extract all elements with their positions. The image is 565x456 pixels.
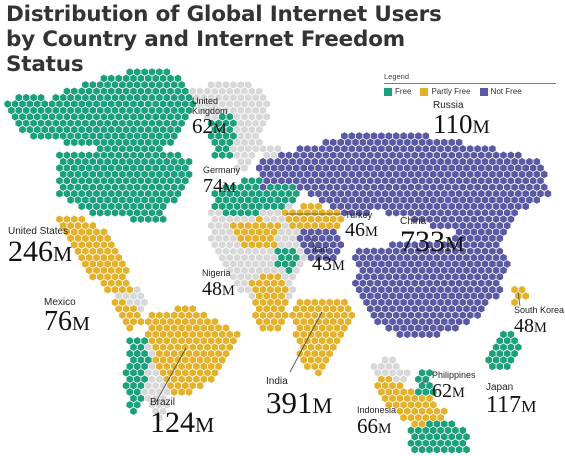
label-iran: Iran 43M (312, 244, 345, 275)
hex-region-iran (296, 227, 345, 263)
label-mexico: Mexico 76M (44, 297, 90, 336)
country-name: Mexico (44, 297, 76, 308)
legend-title: Legend (384, 72, 556, 84)
label-india: India 391M (266, 376, 332, 418)
leader-line-india (289, 311, 323, 373)
hex-cells-north-africa (229, 214, 282, 250)
hex-region-china (351, 233, 512, 339)
hex-region-india (288, 297, 356, 378)
hex-cells-south-africa (251, 297, 290, 333)
legend-label-not-free: Not Free (490, 87, 522, 96)
hex-region-uk (207, 112, 238, 160)
label-south-korea: South Korea 48M (514, 305, 564, 336)
country-name: China (400, 216, 427, 227)
hex-cells-russia (255, 131, 552, 243)
legend-item-not-free: Not Free (479, 87, 522, 96)
legend-swatch-free (384, 87, 392, 96)
country-name: United States (8, 226, 69, 237)
hex-region-united-states (55, 150, 193, 224)
user-count: 117M (486, 392, 537, 418)
country-name: India (266, 376, 288, 387)
hex-cells-south-america-rest (140, 342, 171, 423)
hex-region-canada (18, 67, 197, 160)
country-name: Turkey (345, 210, 373, 220)
country-name: Japan (486, 382, 514, 393)
hex-region-japan (484, 329, 523, 371)
country-name: Iran (312, 244, 328, 254)
country-name: South Korea (514, 305, 565, 315)
hex-cells-china (351, 233, 512, 339)
label-germany: Germany 74M (203, 165, 240, 196)
user-count: 43M (312, 253, 345, 275)
user-count: 733M (400, 225, 465, 258)
country-name: Russia (433, 100, 464, 111)
country-name: Nigeria (202, 268, 231, 278)
label-nigeria: Nigeria 48M (202, 268, 235, 299)
leader-line-iran (307, 233, 319, 253)
hex-region-central-america (111, 297, 145, 333)
chart-title: Distribution of Global Internet Users by… (6, 2, 442, 77)
user-count: 48M (514, 315, 547, 337)
label-philippines: Philippines 62M (432, 370, 476, 401)
hex-cells-alaska (3, 93, 56, 128)
hex-cells-iran (296, 227, 345, 263)
hex-cells-south-korea (510, 285, 530, 307)
country-name: Germany (203, 165, 241, 175)
hex-cells-australia (407, 419, 471, 455)
hex-cells-canada (18, 67, 197, 160)
legend-label-free: Free (395, 87, 412, 96)
user-count: 46M (345, 219, 378, 241)
hex-cells-united-states (55, 150, 193, 224)
legend-swatch-partly-free (420, 87, 429, 96)
label-united-states: United States 246M (8, 226, 72, 267)
hex-cells-mexico (55, 214, 134, 295)
hex-region-south-korea (510, 285, 530, 307)
user-count: 74M (203, 175, 236, 197)
country-name: Indonesia (357, 405, 397, 415)
legend-label-partly-free: Partly Free (431, 87, 471, 96)
label-china: China 733M (400, 216, 464, 257)
hex-cells-east-africa (273, 246, 301, 275)
label-indonesia: Indonesia 66M (357, 405, 396, 437)
hex-cells-india (288, 297, 356, 378)
legend: Legend Free Partly Free Not Free (384, 72, 556, 96)
hex-region-south-africa (251, 297, 290, 333)
hex-region-mexico (55, 214, 134, 295)
user-count: 124M (150, 406, 215, 439)
user-count: 76M (44, 306, 90, 337)
legend-item-free: Free (384, 87, 411, 96)
hex-cells-japan (484, 329, 523, 371)
label-united-kingdom: United Kingdom 62M (192, 96, 252, 137)
user-count: 62M (432, 380, 465, 402)
hex-region-indonesia (373, 374, 449, 429)
user-count: 66M (357, 414, 392, 438)
label-russia: Russia 110M (433, 100, 490, 138)
hex-region-south-america-rest (140, 342, 171, 423)
hex-region-alaska (3, 93, 56, 128)
user-count: 110M (433, 109, 490, 139)
country-name: Brazil (150, 397, 176, 408)
leader-line-south-korea (517, 291, 521, 307)
hex-region-east-africa (273, 246, 301, 275)
label-brazil: Brazil 124M (150, 397, 214, 438)
hex-region-russia (255, 131, 552, 243)
country-name: Philippines (432, 370, 476, 380)
country-name: United Kingdom (192, 96, 228, 116)
hex-cells-indonesia (373, 374, 449, 429)
user-count: 48M (202, 278, 235, 300)
hex-cells-central-america (111, 297, 145, 333)
user-count: 62M (192, 114, 227, 138)
legend-swatch-not-free (479, 87, 488, 96)
label-japan: Japan 117M (486, 382, 536, 417)
legend-item-partly-free: Partly Free (420, 87, 471, 96)
hex-region-north-africa (229, 214, 282, 250)
user-count: 391M (266, 385, 333, 420)
hex-cells-uk (207, 112, 238, 160)
user-count: 246M (8, 235, 73, 268)
leader-line-brazil (155, 347, 187, 403)
label-turkey: Turkey 46M (345, 210, 378, 241)
hex-region-australia (407, 419, 471, 455)
